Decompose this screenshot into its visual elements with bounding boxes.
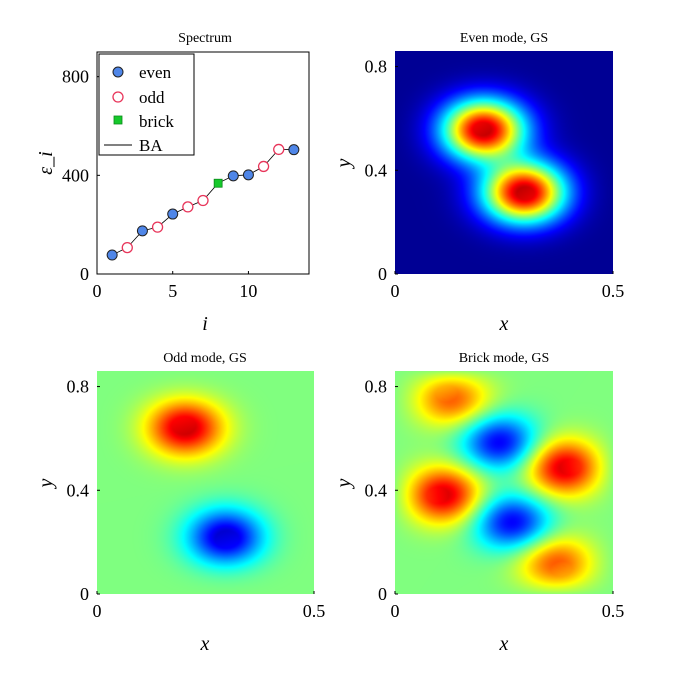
odd-point [257, 160, 270, 173]
spectrum-x-label: i [202, 313, 208, 335]
even-point [167, 208, 179, 220]
even-mode-panel: Even mode, GS 0 0.5 0 0.4 0.8 x y [333, 31, 624, 335]
even-point [227, 170, 239, 182]
y-tick-label: 0.4 [67, 480, 90, 500]
y-tick-label: 0 [80, 584, 89, 604]
even-point [106, 249, 118, 261]
even-point [136, 225, 148, 237]
odd-point [121, 241, 133, 254]
brick-mode-heatmap [395, 371, 613, 594]
brick-mode-x-label: x [499, 633, 509, 655]
even-mode-y-label: y [333, 158, 355, 169]
brick-mode-panel: Brick mode, GS 0 0.5 0 0.4 0.8 x y [333, 351, 624, 655]
x-tick-label: 0 [93, 281, 102, 301]
y-tick-label: 0.8 [365, 377, 388, 397]
spectrum-legend: even odd brick BA [98, 53, 195, 156]
odd-mode-y-label: y [35, 478, 57, 489]
legend-brick-marker [113, 115, 123, 125]
even-point [242, 169, 254, 181]
x-tick-label: 0.5 [303, 601, 326, 621]
y-tick-label: 0 [80, 264, 89, 284]
odd-point [182, 201, 194, 213]
even-mode-title: Even mode, GS [460, 31, 548, 46]
brick-point [213, 178, 223, 188]
odd-mode-x-label: x [200, 633, 210, 655]
spectrum-ticks: 0 5 10 0 400 800 [62, 67, 257, 301]
y-tick-label: 0.4 [365, 160, 388, 180]
x-tick-label: 0 [93, 601, 102, 621]
x-tick-label: 0.5 [602, 601, 625, 621]
y-tick-label: 0.8 [67, 377, 90, 397]
odd-mode-panel: Odd mode, GS 0 0.5 0 0.4 0.8 x y [35, 351, 325, 655]
brick-mode-y-label: y [333, 478, 355, 489]
legend-odd-label: odd [139, 88, 165, 107]
y-tick-label: 800 [62, 67, 89, 87]
odd-mode-heatmap [97, 371, 314, 594]
brick-mode-ticks: 0 0.5 0 0.4 0.8 [365, 377, 625, 621]
y-tick-label: 0 [378, 264, 387, 284]
spectrum-title: Spectrum [178, 31, 232, 46]
spectrum-panel: Spectrum 0 5 10 0 400 800 i ε_i even odd bric… [35, 31, 310, 335]
x-tick-label: 0 [391, 281, 400, 301]
brick-mode-title: Brick mode, GS [459, 351, 550, 366]
odd-point [151, 221, 164, 233]
spectrum-marks [106, 143, 300, 261]
even-mode-x-label: x [499, 313, 509, 335]
legend-odd-marker [112, 91, 124, 103]
odd-mode-ticks: 0 0.5 0 0.4 0.8 [67, 377, 326, 621]
legend-brick-label: brick [139, 112, 174, 131]
legend-even-marker [112, 66, 124, 78]
even-mode-ticks: 0 0.5 0 0.4 0.8 [365, 57, 625, 301]
odd-mode-title: Odd mode, GS [163, 351, 247, 366]
x-tick-label: 0 [391, 601, 400, 621]
y-tick-label: 400 [62, 165, 89, 185]
spectrum-y-label: ε_i [35, 151, 57, 174]
x-tick-label: 10 [239, 281, 257, 301]
x-tick-label: 0.5 [602, 281, 625, 301]
legend-even-label: even [139, 63, 172, 82]
x-tick-label: 5 [168, 281, 177, 301]
odd-point [273, 143, 285, 156]
legend-ba-label: BA [139, 136, 163, 155]
even-point [288, 144, 300, 156]
y-tick-label: 0.8 [365, 57, 388, 77]
odd-point [197, 194, 209, 207]
y-tick-label: 0.4 [365, 480, 388, 500]
even-mode-heatmap [395, 51, 613, 274]
y-tick-label: 0 [378, 584, 387, 604]
